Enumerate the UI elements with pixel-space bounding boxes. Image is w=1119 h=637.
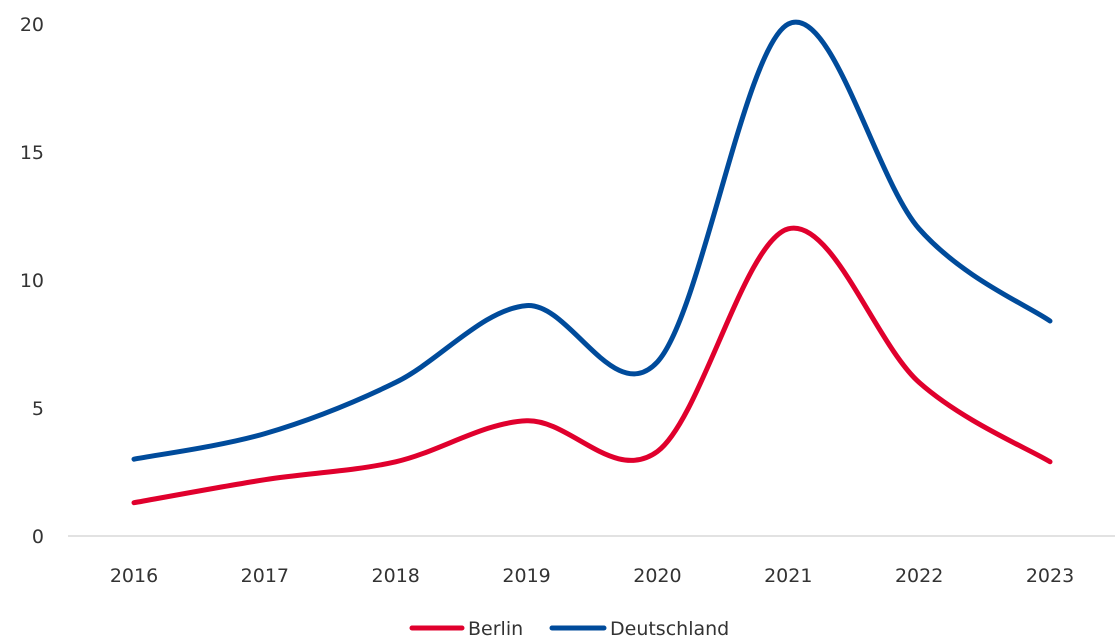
y-tick-label: 5: [32, 398, 44, 420]
legend-label-deutschland: Deutschland: [610, 618, 729, 637]
x-tick-label: 2022: [895, 565, 943, 587]
x-tick-label: 2016: [110, 565, 158, 587]
legend: Berlin Deutschland: [409, 618, 729, 637]
y-tick-label: 20: [20, 14, 44, 36]
y-axis-ticks: 0 5 10 15 20: [20, 14, 44, 548]
x-tick-label: 2018: [372, 565, 420, 587]
x-tick-label: 2023: [1026, 565, 1074, 587]
x-tick-label: 2020: [633, 565, 681, 587]
x-tick-label: 2021: [764, 565, 812, 587]
y-tick-label: 15: [20, 142, 44, 164]
legend-label-berlin: Berlin: [468, 618, 523, 637]
series-line-deutschland: [131, 19, 1053, 462]
x-tick-label: 2017: [241, 565, 289, 587]
y-tick-label: 0: [32, 526, 44, 548]
series-line-berlin: [131, 225, 1053, 506]
series-lines: [131, 19, 1053, 506]
y-tick-label: 10: [20, 270, 44, 292]
x-tick-label: 2019: [502, 565, 550, 587]
x-axis-ticks: 2016 2017 2018 2019 2020 2021 2022 2023: [110, 565, 1074, 587]
